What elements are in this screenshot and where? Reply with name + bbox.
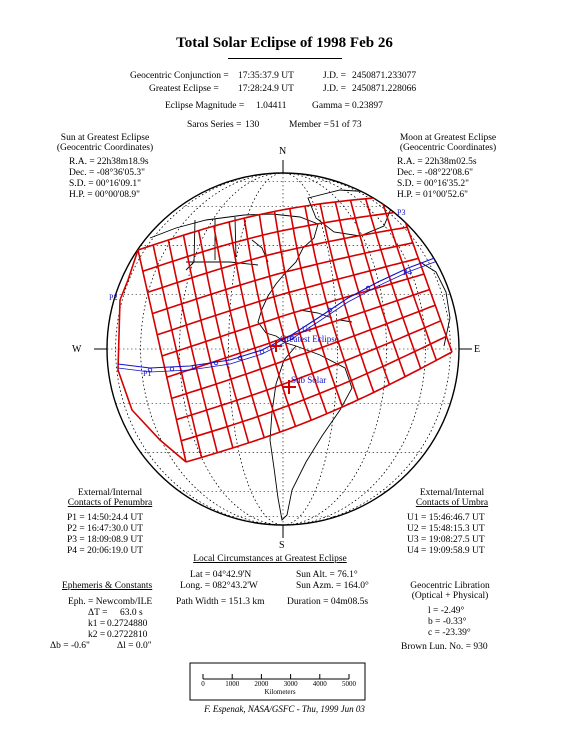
libration-b: b = -0.33° [428,617,467,627]
eclipse-centerline [117,255,441,373]
umbra-subheading: Contacts of Umbra [415,498,489,508]
greatest-label: Greatest Eclipse = [149,84,219,94]
ephemeris-dt-label: ΔT = [88,608,108,618]
penumbra-p1: P1 = 14:50:24.4 UT [67,513,144,523]
p1-label: P1 [143,369,152,378]
penumbra-p2: P2 = 16:47:30.0 UT [67,524,144,534]
libration-subheading: (Optical + Physical) [411,591,489,601]
member-label: Member = [289,120,329,130]
gamma-label: Gamma = [312,101,350,111]
u1-label: U1 [302,325,312,334]
penumbra-subheading: Contacts of Penumbra [67,498,153,508]
local-heading: Local Circumstances at Greatest Eclipse [193,554,347,564]
local-sun-alt: Sun Alt. = 76.1° [296,570,358,580]
moon-hp: H.P. = 01°00'52.6" [397,190,468,200]
umbra-u1: U1 = 15:46:46.7 UT [407,513,485,523]
conjunction-label: Geocentric Conjunction = [130,71,229,81]
conjunction-jd-label: J.D. = [323,71,347,81]
west-label: W [72,344,82,355]
penumbral-path [117,195,453,463]
greatest-eclipse-label: Greatest Eclipse [280,334,339,344]
penumbra-p3: P3 = 18:09:08.9 UT [67,535,144,545]
libration-brown: Brown Lun. No. = 930 [401,642,488,652]
sun-hp: H.P. = 00°00'08.9" [69,190,140,200]
umbra-u3: U3 = 19:08:27.5 UT [407,535,485,545]
libration-l: l = -2.49° [428,606,465,616]
scale-tick-label: 4000 [312,680,327,688]
p3-label: P3 [397,208,406,217]
scale-tick-label: 1000 [225,680,240,688]
south-label: S [279,540,285,551]
umbra-u4: U4 = 19:09:58.9 UT [407,546,485,556]
page-title: Total Solar Eclipse of 1998 Feb 26 [176,35,393,51]
umbra-u2: U2 = 15:48:15.3 UT [407,524,485,534]
sun-dec: Dec. = -08°36'05.3" [69,168,145,178]
member-value: 51 of 73 [330,120,362,130]
scale-tick-label: 5000 [342,680,356,688]
ephemeris-db: Δb = -0.6" [50,641,90,651]
sun-heading: Sun at Greatest Eclipse [60,133,150,143]
gamma-value: 0.23897 [352,101,383,111]
sun-sd: S.D. = 00°16'09.1" [69,179,142,189]
magnitude-value: 1.04411 [256,101,287,111]
local-path-width: Path Width = 151.3 km [176,597,265,607]
north-label: N [279,146,287,157]
libration-heading: Geocentric Libration [410,581,490,591]
title-underline [228,58,342,59]
greatest-value: 17:28:24.9 UT [238,84,294,94]
sub-solar-label: Sub Solar [291,375,327,385]
scale-tick-label: 0 [201,680,205,688]
conjunction-jd: 2450871.233077 [352,71,417,81]
p4-label: P4 [403,268,412,277]
conjunction-value: 17:35:37.9 UT [238,71,294,81]
greatest-jd-label: J.D. = [323,84,347,94]
greatest-jd: 2450871.228066 [352,84,417,94]
local-long: Long. = 082°43.2'W [180,581,258,591]
local-sun-azm: Sun Azm. = 164.0° [296,581,369,591]
local-duration: Duration = 04m08.5s [287,597,369,607]
sun-ra: R.A. = 22h38m18.9s [69,157,149,167]
local-lat: Lat = 04°42.9'N [190,570,252,580]
moon-subheading: (Geocentric Coordinates) [399,143,497,153]
saros-value: 130 [245,120,260,130]
saros-label: Saros Series = [187,120,242,130]
scale-tick-label: 3000 [283,680,298,688]
moon-dec: Dec. = -08°22'08.6" [397,168,473,178]
scale-label: Kilometers [264,688,296,696]
sun-subheading: (Geocentric Coordinates) [56,143,154,153]
ephemeris-k1-label: k1 = [88,619,106,629]
libration-c: c = -23.39° [428,628,471,638]
ephemeris-eph: Eph. = Newcomb/ILE [68,597,153,607]
moon-heading: Moon at Greatest Eclipse [399,133,497,143]
ephemeris-k2-value: 0.2722810 [107,630,148,640]
moon-ra: R.A. = 22h38m02.5s [397,157,477,167]
magnitude-label: Eclipse Magnitude = [165,101,245,111]
ephemeris-k2-label: k2 = [88,630,106,640]
penumbra-heading: External/Internal [77,488,143,498]
ephemeris-heading: Ephemeris & Constants [62,581,153,591]
credit: F. Espenak, NASA/GSFC - Thu, 1999 Jun 03 [204,704,365,714]
moon-sd: S.D. = 00°16'35.2" [397,179,470,189]
ephemeris-dt-value: 63.0 s [120,608,143,618]
greatest-eclipse-marker [270,340,282,352]
ephemeris-k1-value: 0.2724880 [107,619,148,629]
umbra-heading: External/Internal [419,488,485,498]
ephemeris-dl: Δl = 0.0" [117,641,152,651]
east-label: E [474,344,481,355]
p2-label: P2 [109,293,118,302]
sub-solar-marker [282,380,296,394]
penumbra-p4: P4 = 20:06:19.0 UT [67,546,144,556]
scale-tick-label: 2000 [254,680,269,688]
